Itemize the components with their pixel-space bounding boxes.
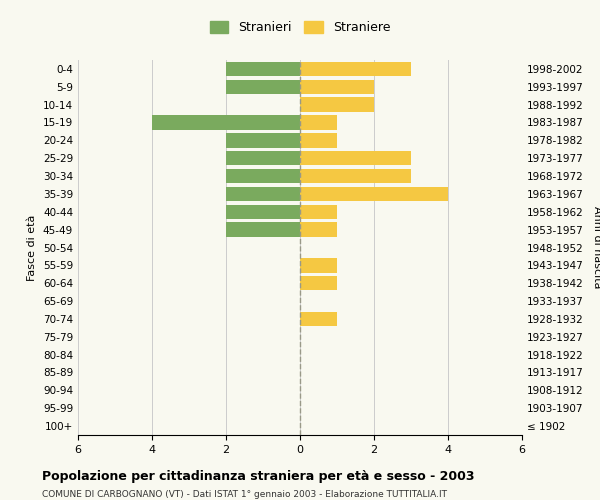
- Bar: [300, 98, 374, 112]
- Bar: [300, 80, 374, 94]
- Bar: [300, 62, 411, 76]
- Y-axis label: Anni di nascita: Anni di nascita: [592, 206, 600, 289]
- Bar: [300, 151, 411, 166]
- Bar: [226, 204, 300, 219]
- Text: COMUNE DI CARBOGNANO (VT) - Dati ISTAT 1° gennaio 2003 - Elaborazione TUTTITALIA: COMUNE DI CARBOGNANO (VT) - Dati ISTAT 1…: [42, 490, 447, 499]
- Bar: [300, 312, 337, 326]
- Y-axis label: Fasce di età: Fasce di età: [28, 214, 37, 280]
- Bar: [300, 169, 411, 183]
- Bar: [300, 116, 337, 130]
- Bar: [300, 222, 337, 237]
- Bar: [152, 116, 300, 130]
- Bar: [226, 151, 300, 166]
- Bar: [226, 133, 300, 148]
- Bar: [300, 276, 337, 290]
- Bar: [226, 222, 300, 237]
- Legend: Stranieri, Straniere: Stranieri, Straniere: [206, 18, 394, 38]
- Bar: [226, 80, 300, 94]
- Bar: [300, 258, 337, 272]
- Bar: [300, 204, 337, 219]
- Bar: [226, 62, 300, 76]
- Text: Popolazione per cittadinanza straniera per età e sesso - 2003: Popolazione per cittadinanza straniera p…: [42, 470, 475, 483]
- Bar: [300, 187, 448, 201]
- Bar: [300, 133, 337, 148]
- Bar: [226, 187, 300, 201]
- Bar: [226, 169, 300, 183]
